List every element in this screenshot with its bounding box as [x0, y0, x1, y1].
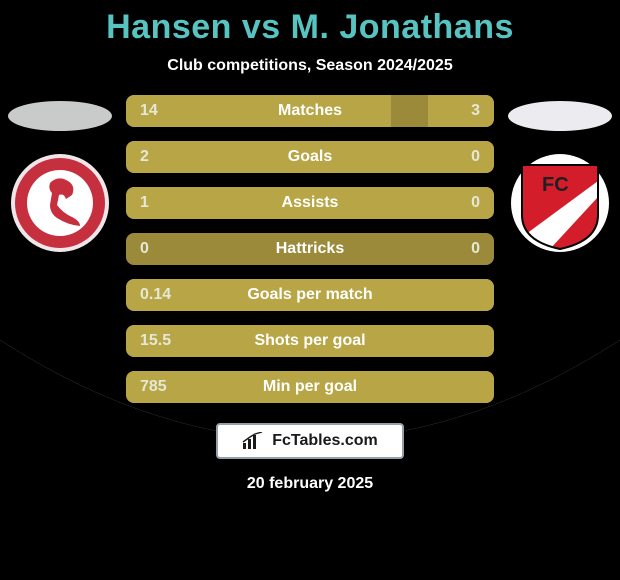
watermark-text: FcTables.com	[272, 432, 378, 450]
date-text: 20 february 2025	[247, 475, 373, 493]
stat-row: 0.14 Goals per match	[126, 279, 494, 311]
page-title: Hansen vs M. Jonathans	[106, 8, 514, 47]
stat-row: 15.5 Shots per goal	[126, 325, 494, 357]
almere-city-badge-icon	[10, 153, 110, 253]
stat-row: 14 3 Matches	[126, 95, 494, 127]
stat-label: Goals	[288, 148, 332, 166]
watermark: FcTables.com	[216, 423, 404, 459]
stat-row: 0 0 Hattricks	[126, 233, 494, 265]
left-side	[0, 95, 120, 253]
chart-icon	[242, 432, 264, 450]
subtitle: Club competitions, Season 2024/2025	[167, 57, 452, 75]
stat-bar-left-fill	[126, 95, 391, 127]
svg-text:FC: FC	[542, 174, 569, 196]
stat-label: Min per goal	[263, 378, 357, 396]
stat-right-value: 3	[471, 102, 480, 120]
stat-left-value: 785	[140, 378, 167, 396]
stat-label: Shots per goal	[254, 332, 365, 350]
right-side: FC	[500, 95, 620, 253]
stat-label: Matches	[278, 102, 342, 120]
stat-right-value: 0	[471, 194, 480, 212]
stat-label: Assists	[282, 194, 339, 212]
stat-row: 785 Min per goal	[126, 371, 494, 403]
stat-left-value: 1	[140, 194, 149, 212]
right-team-crest: FC	[510, 153, 610, 253]
stat-row: 2 0 Goals	[126, 141, 494, 173]
stat-label: Goals per match	[247, 286, 372, 304]
stat-left-value: 15.5	[140, 332, 171, 350]
stat-left-value: 0	[140, 240, 149, 258]
right-player-ellipse	[508, 101, 612, 131]
stat-left-value: 2	[140, 148, 149, 166]
left-player-ellipse	[8, 101, 112, 131]
left-team-crest	[10, 153, 110, 253]
stat-left-value: 14	[140, 102, 158, 120]
stat-right-value: 0	[471, 240, 480, 258]
stat-bar-right-fill	[428, 95, 494, 127]
stat-left-value: 0.14	[140, 286, 171, 304]
stat-row: 1 0 Assists	[126, 187, 494, 219]
stat-label: Hattricks	[276, 240, 344, 258]
comparison-row: 14 3 Matches 2 0 Goals 1 0 Assists 0 0 Hattricks 0.1…	[0, 95, 620, 403]
stat-right-value: 0	[471, 148, 480, 166]
fc-utrecht-badge-icon: FC	[510, 153, 610, 253]
stats-column: 14 3 Matches 2 0 Goals 1 0 Assists 0 0 Hattricks 0.1…	[120, 95, 500, 403]
